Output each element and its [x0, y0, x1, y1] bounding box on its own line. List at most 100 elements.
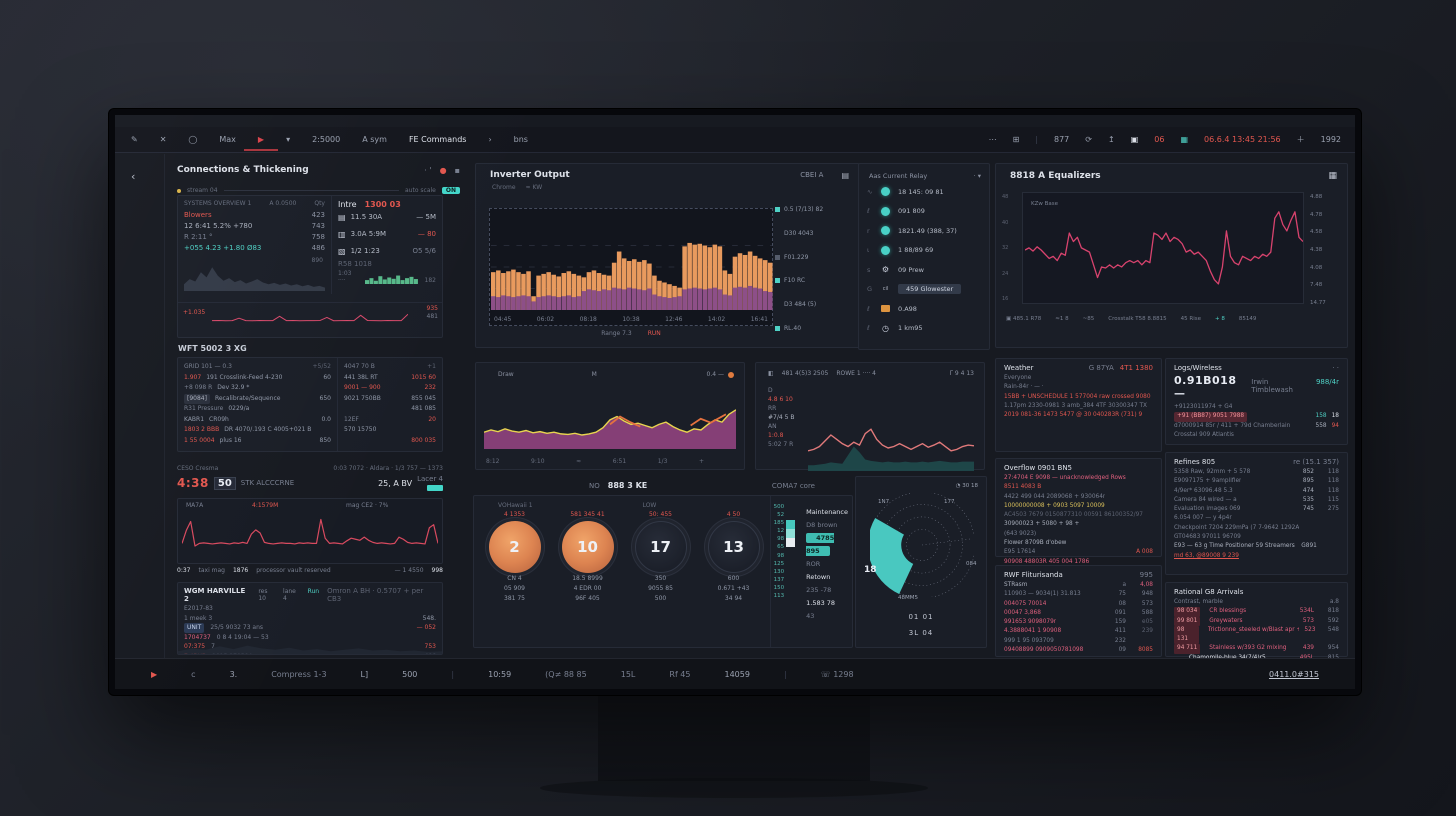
row-label: GT04683 97011 96709	[1174, 534, 1241, 541]
refines-table-panel: Refines 805 re (15.1 357) 5358 Raw, 92mm…	[1165, 452, 1348, 575]
axis-tick: 130	[773, 568, 785, 575]
grid-icon[interactable]: ⊞	[1012, 135, 1020, 144]
relay-row[interactable]: ℓ 0.A98	[859, 299, 989, 319]
table-title-row: Rational G8 Arrivals	[1174, 588, 1339, 596]
thermometer-icon[interactable]: ↥	[1107, 135, 1115, 144]
x-tick: 06:02	[536, 316, 555, 323]
legend-item-label[interactable]: 235 -78	[806, 586, 832, 594]
tab[interactable]: lane 4	[283, 588, 296, 602]
table-title: Rational G8 Arrivals	[1174, 588, 1244, 596]
relay-row[interactable]: ∿ 18 145: 09 81	[859, 182, 989, 202]
tab[interactable]: res 10	[258, 588, 268, 602]
tab[interactable]: Run	[307, 588, 320, 595]
legend-label: F01.229	[784, 253, 809, 261]
table-row: 1704737 0 8 4 19:04 — 53	[178, 633, 442, 643]
gauge-circle[interactable]: 13	[707, 521, 760, 573]
metrics-table-panel: GRID 101 — 0.3 +5/52 1.907 191 Crosslink…	[177, 357, 443, 452]
progress-left-label: stream 04	[187, 187, 218, 194]
relay-title-icons[interactable]: · ▾	[973, 172, 981, 180]
year-label: 1992	[1320, 135, 1341, 144]
relay-row[interactable]: s 09 Prew	[859, 260, 989, 280]
main-chart-footer: Range 7.3 RUN	[489, 330, 773, 337]
log-title-row: Weather G 87YA 4T1 1380	[1004, 364, 1153, 372]
ecg-teal-chip[interactable]	[427, 485, 443, 491]
panel-menu-icon[interactable]: ▤	[841, 170, 849, 180]
chevron-down-icon[interactable]: ▾	[286, 135, 291, 144]
ecg-foot-a: 0:37	[177, 567, 191, 574]
row-label: Checkpoint 7204 229mPa (7 7-9642 1292A	[1174, 524, 1300, 531]
relay-row[interactable]: G 459 Glowester	[859, 280, 989, 300]
menu-bns[interactable]: bns	[513, 135, 528, 144]
legend-item-label[interactable]: 4785 895	[806, 533, 835, 556]
legend-item-label[interactable]: 43	[806, 612, 815, 620]
radar-value: 18	[864, 565, 877, 575]
row-value: 743	[311, 222, 325, 230]
relay-row[interactable]: ℓ 1 km95	[859, 319, 989, 339]
ecg-line-chart	[182, 507, 438, 559]
back-arrow-icon[interactable]: ‹	[131, 170, 136, 183]
row-label: 5358 Raw, 92mm + 5 578	[1174, 469, 1251, 475]
calendar-icon[interactable]: ▦	[1180, 135, 1188, 144]
menu-commands[interactable]: FE Commands	[408, 135, 467, 144]
row-num1: 091	[1114, 609, 1126, 616]
row-num2: 8085	[1138, 647, 1153, 654]
menu-sym[interactable]: A sym	[362, 135, 387, 144]
table-row: 12 6:41 5.2% +780 743	[184, 221, 325, 232]
tray-icon[interactable]: ▣	[1130, 135, 1139, 144]
legend-item-label[interactable]: Maintenance	[806, 508, 848, 516]
row-glyph: ∿	[867, 187, 873, 196]
pen-icon[interactable]: ✎	[131, 135, 138, 144]
table-subrow: Contrast, marble a.8	[1174, 598, 1339, 607]
status-dot-icon	[880, 324, 891, 333]
main-chart-title: Inverter Output	[490, 170, 570, 180]
gauges-row: 4 1353 2 CN 4 05 909 381 75 581 345 41 1…	[474, 509, 770, 603]
log-line: 1.17pm 2330-0981 3 amb_384 4TF 30300347 …	[1004, 402, 1153, 411]
legend-label: D30 4043	[784, 229, 814, 237]
gauge-circle[interactable]: 10	[561, 521, 614, 573]
progress-chip[interactable]: ON	[441, 187, 460, 194]
dot-dim[interactable]: · '	[424, 165, 432, 175]
bars-right-label: 182	[424, 277, 436, 284]
legend-item-label[interactable]: Retown	[806, 573, 831, 581]
grid-icon[interactable]: ▦	[1328, 171, 1337, 181]
monitor-stand-base	[540, 778, 928, 798]
circle-icon[interactable]: ◯	[188, 135, 198, 144]
gauge-circle[interactable]: 2	[488, 521, 541, 573]
table-row: [9084] Recalibrate/Sequence 650	[184, 393, 331, 404]
close-icon[interactable]: ✕	[159, 135, 167, 144]
legend-row: F01.229	[775, 254, 851, 261]
table-row: 1 55 0004 plus 16 850	[184, 436, 331, 447]
main-chart-control[interactable]: CBEI A	[800, 171, 824, 179]
relay-row[interactable]: ι 1 88/89 69	[859, 241, 989, 261]
legend-item-label[interactable]: 1.583 78	[806, 599, 836, 607]
table-row: 00047 3,868 091 588	[1004, 609, 1153, 618]
legend-item-label[interactable]: ROR	[806, 560, 821, 568]
relay-row[interactable]: ℓ 091 809	[859, 202, 989, 222]
meter-icon: ▥	[338, 230, 346, 239]
x-tick: 8:12	[486, 458, 500, 465]
log-line: Flower 8709B d'obew	[1004, 539, 1153, 548]
dot-square[interactable]: ▪	[454, 165, 460, 175]
row-value: 758	[311, 233, 325, 241]
row-num1: 895	[1302, 478, 1314, 485]
legend-item-label[interactable]: D8 brown	[806, 521, 838, 529]
relay-label: 09 Prew	[898, 265, 924, 274]
wireless-log-panel: Logs/Wireless · · 0.91B018— Irwin Timble…	[1165, 358, 1348, 445]
status-dot-icon	[880, 265, 891, 274]
cell-c: 850	[319, 436, 331, 444]
dot-red[interactable]: ●	[439, 165, 447, 175]
refresh-icon[interactable]: ⟳	[1085, 135, 1092, 144]
dual-toolbar-icons[interactable]: Γ 9 4 13	[949, 370, 974, 377]
legend-swatch-icon	[775, 231, 780, 236]
menu-zoom[interactable]: 2:5000	[312, 135, 341, 144]
row-num2: e05	[1142, 619, 1153, 626]
add-icon[interactable]: ＋	[1296, 135, 1305, 144]
menu-max[interactable]: Max	[219, 135, 236, 144]
relay-row[interactable]: r 1821.49 (388, 37)	[859, 221, 989, 241]
log-rows: Everyone Rain-84r · — · 15BB + UNSCHEDUL…	[1004, 374, 1153, 420]
more-icon[interactable]: ⋯	[988, 135, 997, 144]
row-label: 999 1 95 093709	[1004, 637, 1054, 644]
radar-tick-tl: 1N7	[878, 499, 890, 505]
gauge-circle[interactable]: 17	[634, 521, 687, 573]
play-icon[interactable]: ▶	[243, 135, 279, 151]
